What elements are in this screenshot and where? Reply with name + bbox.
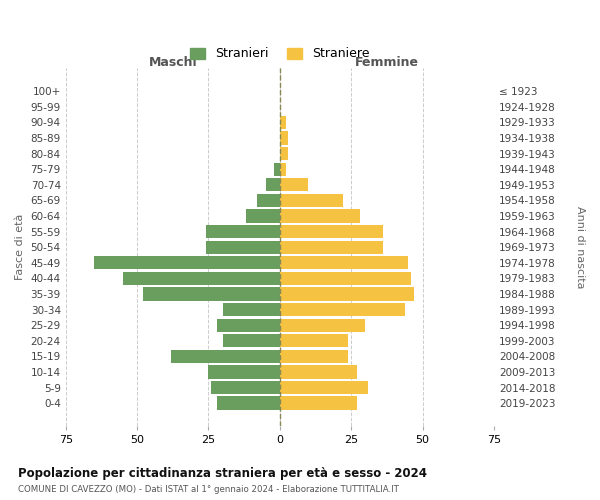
- Bar: [280, 381, 368, 394]
- Bar: [280, 178, 308, 192]
- Y-axis label: Fasce di età: Fasce di età: [15, 214, 25, 280]
- Bar: [172, 350, 280, 363]
- Bar: [206, 225, 280, 238]
- Text: Popolazione per cittadinanza straniera per età e sesso - 2024: Popolazione per cittadinanza straniera p…: [18, 468, 427, 480]
- Bar: [208, 366, 280, 378]
- Bar: [266, 178, 280, 192]
- Bar: [280, 272, 411, 285]
- Bar: [257, 194, 280, 207]
- Bar: [280, 162, 286, 176]
- Bar: [206, 240, 280, 254]
- Bar: [280, 194, 343, 207]
- Bar: [280, 396, 357, 409]
- Bar: [211, 381, 280, 394]
- Bar: [280, 116, 286, 129]
- Bar: [94, 256, 280, 270]
- Legend: Stranieri, Straniere: Stranieri, Straniere: [185, 42, 374, 66]
- Bar: [223, 303, 280, 316]
- Bar: [280, 334, 349, 347]
- Bar: [280, 132, 289, 144]
- Bar: [123, 272, 280, 285]
- Bar: [223, 334, 280, 347]
- Bar: [217, 318, 280, 332]
- Bar: [280, 210, 360, 222]
- Bar: [280, 303, 406, 316]
- Bar: [280, 288, 414, 300]
- Bar: [280, 318, 365, 332]
- Bar: [143, 288, 280, 300]
- Text: Maschi: Maschi: [148, 56, 197, 70]
- Bar: [280, 240, 383, 254]
- Bar: [280, 350, 349, 363]
- Bar: [280, 256, 408, 270]
- Text: Femmine: Femmine: [355, 56, 419, 70]
- Text: COMUNE DI CAVEZZO (MO) - Dati ISTAT al 1° gennaio 2024 - Elaborazione TUTTITALIA: COMUNE DI CAVEZZO (MO) - Dati ISTAT al 1…: [18, 486, 399, 494]
- Bar: [280, 147, 289, 160]
- Y-axis label: Anni di nascita: Anni di nascita: [575, 206, 585, 288]
- Bar: [245, 210, 280, 222]
- Bar: [280, 225, 383, 238]
- Bar: [274, 162, 280, 176]
- Bar: [280, 366, 357, 378]
- Bar: [217, 396, 280, 409]
